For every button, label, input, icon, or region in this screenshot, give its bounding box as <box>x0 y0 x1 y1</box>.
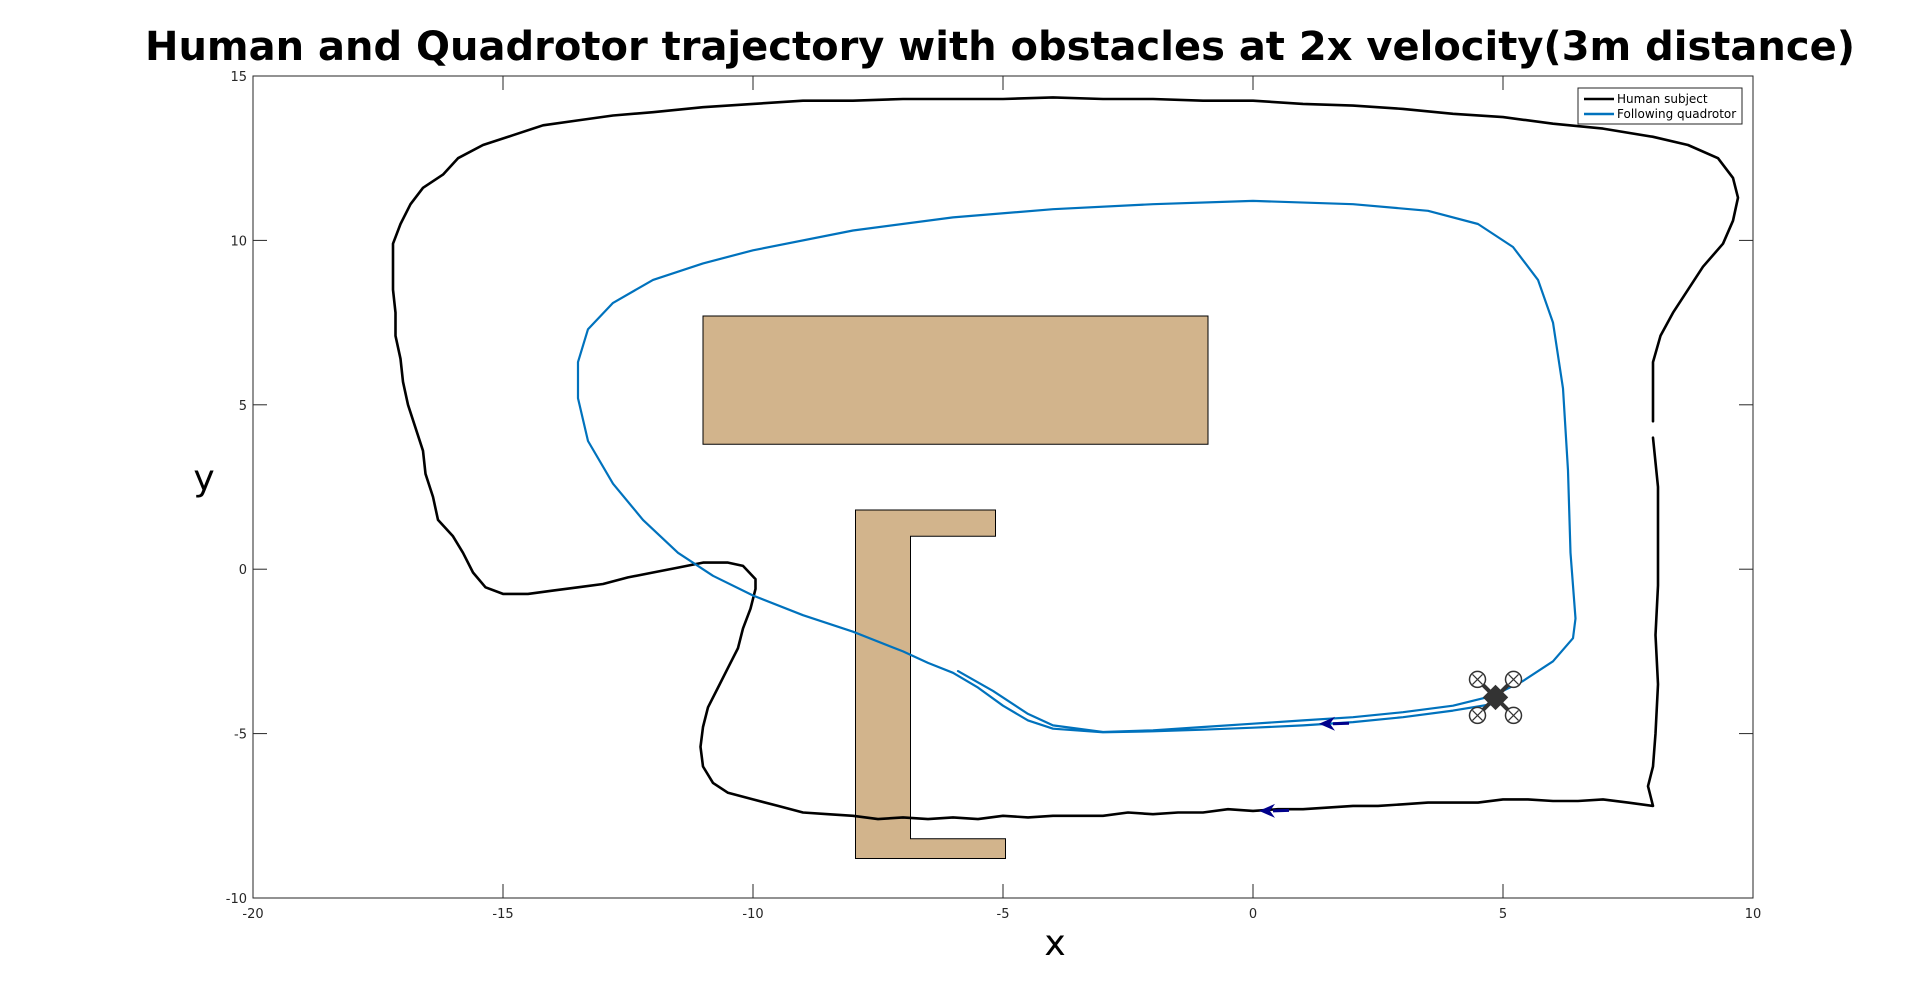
x-axis-label: x <box>1044 923 1065 964</box>
y-tick-label: 5 <box>239 399 247 414</box>
markers-layer <box>1259 670 1523 818</box>
y-tick-label: 15 <box>230 70 247 85</box>
rectangular-obstacle <box>702 315 1209 445</box>
legend-box <box>1577 87 1743 125</box>
ticks-layer: -20 -15 -10 -5 0 5 10 -10 -5 0 5 10 15 <box>226 70 1762 922</box>
x-tick-label: -15 <box>492 907 513 922</box>
c-shaped-obstacle <box>855 509 1006 859</box>
obstacles-layer <box>702 315 1209 859</box>
x-tick-label: -20 <box>242 907 263 922</box>
y-tick-label: -10 <box>226 892 247 907</box>
series-line-following-quadrotor <box>576 199 1577 734</box>
plot-area <box>252 75 1754 899</box>
human-direction-arrow <box>1259 803 1290 818</box>
x-tick-label: -5 <box>997 907 1010 922</box>
quadrotor-direction-arrow <box>1319 716 1350 731</box>
quadrotor-icon <box>1468 670 1523 725</box>
legend-label-following-quadrotor: Following quadrotor <box>1617 107 1736 121</box>
legend-label-human-subject: Human subject <box>1617 92 1708 106</box>
y-tick-label: 0 <box>239 563 247 578</box>
y-axis-label: y <box>193 458 214 499</box>
legend: Human subject Following quadrotor <box>1577 87 1743 125</box>
series-line-human-subject <box>391 96 1740 821</box>
y-tick-label: -5 <box>234 728 247 743</box>
chart-title: Human and Quadrotor trajectory with obst… <box>145 24 1855 70</box>
x-tick-label: 5 <box>1499 907 1507 922</box>
x-tick-label: -10 <box>742 907 763 922</box>
y-tick-label: 10 <box>230 234 247 249</box>
x-tick-label: 10 <box>1745 907 1762 922</box>
x-tick-label: 0 <box>1249 907 1257 922</box>
series-layer <box>391 96 1740 821</box>
